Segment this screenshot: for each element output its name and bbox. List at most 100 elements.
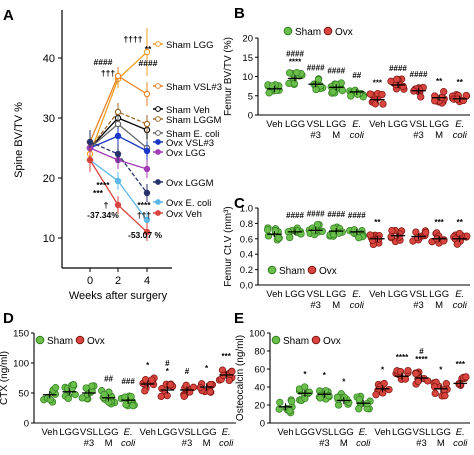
data-point (143, 216, 151, 224)
data-point (396, 367, 405, 376)
data-point (114, 132, 122, 140)
data-point (114, 150, 122, 158)
data-point (114, 201, 122, 209)
data-point (355, 405, 363, 413)
annotation: *** (93, 188, 104, 198)
legend-label: Ovx Veh (166, 209, 202, 220)
significance-label: #### (389, 64, 407, 73)
data-point (379, 100, 387, 108)
y-tick-label: 0.8 (240, 219, 253, 230)
significance-label: #### (327, 210, 345, 219)
legend-label: Ovx E. coli (166, 198, 211, 209)
category-label: #3 (416, 438, 427, 449)
annotation: **** (96, 180, 110, 190)
data-point (143, 165, 151, 173)
data-point (263, 226, 272, 234)
category-label: E. (359, 427, 368, 438)
data-point (141, 387, 149, 395)
data-point (290, 79, 298, 88)
significance-label: # (419, 347, 424, 356)
data-point (353, 90, 362, 98)
y-tick-label: 50 (18, 389, 29, 400)
y-tick-label: 100 (13, 359, 29, 370)
data-point (378, 90, 386, 99)
category-label: LGG (429, 119, 449, 130)
category-label: Veh (374, 427, 390, 438)
data-point (225, 376, 233, 385)
category-label: Veh (41, 427, 57, 438)
category-label: LGG (285, 119, 305, 130)
y-tick-label: 150 (13, 329, 29, 340)
significance-label: # (165, 359, 170, 368)
category-label: #3 (413, 130, 424, 141)
category-label: coli (453, 438, 468, 449)
panel-label-a: A (3, 7, 14, 24)
category-label: Veh (369, 119, 385, 130)
significance-label: *** (434, 218, 444, 227)
data-point (143, 90, 151, 98)
significance-label: #### (348, 211, 366, 220)
legend-label-sham: Sham (295, 27, 321, 38)
data-point (64, 394, 72, 403)
category-label: #3 (182, 438, 193, 449)
category-label: #3 (310, 300, 321, 311)
category-label: VSL (307, 119, 325, 130)
data-point (206, 388, 214, 396)
category-label: M (435, 300, 443, 311)
significance-label: **** (415, 355, 428, 364)
x-tick-label: 2 (115, 275, 121, 287)
annotation: #### (139, 58, 158, 68)
data-point (143, 147, 151, 155)
legend-marker-sham (283, 26, 293, 36)
legend-label-ovx: Ovx (323, 336, 341, 347)
significance-label: * (205, 364, 209, 373)
category-label: LGG (431, 427, 451, 438)
data-point (46, 395, 54, 404)
legend-label: Sham LGGM (166, 115, 222, 126)
significance-label: #### (307, 209, 325, 218)
data-point (413, 233, 422, 242)
significance-label: *** (222, 352, 232, 361)
legend-label-sham: Sham (47, 336, 73, 347)
y-tick-label: 10 (43, 233, 55, 245)
category-label: LGG (326, 119, 346, 130)
annotation: -37.34% (87, 210, 119, 220)
category-label: VSL (80, 427, 98, 438)
y-tick-label: 40 (43, 53, 55, 65)
significance-label: * (381, 366, 385, 375)
y-tick-label: 100 (249, 329, 265, 340)
data-point (288, 397, 296, 405)
y-tick-label: 20 (43, 173, 55, 185)
category-label: M (437, 438, 445, 449)
data-point (301, 383, 309, 391)
significance-label: ** (457, 78, 464, 87)
y-tick-label: 80 (254, 347, 265, 358)
data-point (82, 384, 90, 392)
data-point (286, 407, 294, 415)
data-point (114, 120, 122, 128)
significance-label: **** (396, 353, 409, 362)
legend-marker (155, 139, 161, 145)
y-axis-label: Spine BV/TV % (13, 102, 25, 178)
category-label: VSL (178, 427, 196, 438)
data-point (114, 177, 122, 185)
category-label: VSL (412, 427, 430, 438)
significance-label: ## (104, 375, 113, 384)
panel-label-d: D (3, 310, 14, 327)
category-label: Veh (369, 289, 385, 300)
data-point (83, 390, 92, 398)
category-label: M (203, 438, 211, 449)
panel-label-b: B (234, 5, 245, 22)
significance-label: * (342, 377, 346, 386)
category-label: coli (121, 438, 136, 449)
data-point (355, 234, 363, 242)
data-point (285, 69, 294, 77)
category-label: LGG (59, 427, 79, 438)
legend-label: Ovx LGG (166, 148, 206, 159)
category-label: #3 (310, 130, 321, 141)
legend-marker (155, 83, 161, 89)
data-point (271, 227, 279, 235)
legend-marker (155, 41, 161, 47)
category-label: E. (352, 289, 361, 300)
